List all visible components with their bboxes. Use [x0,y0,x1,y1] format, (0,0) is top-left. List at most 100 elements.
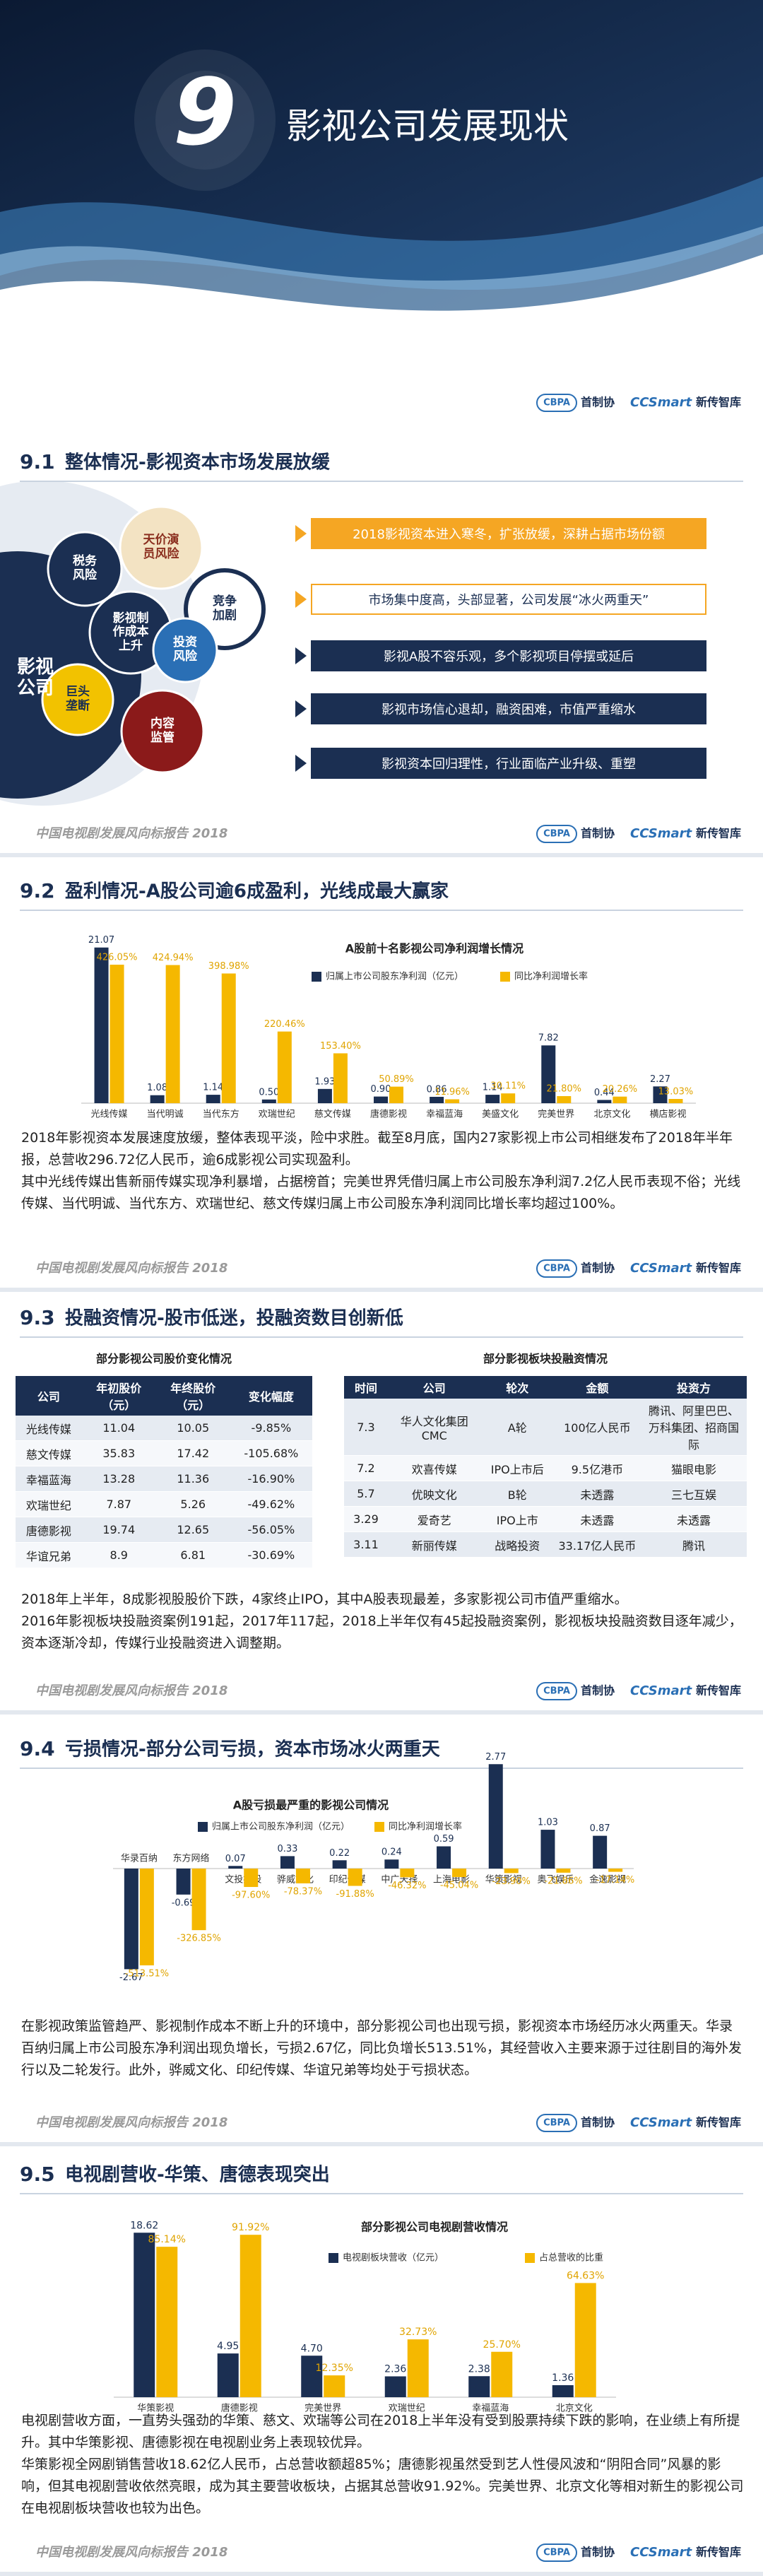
risk-circle [47,531,123,607]
section-number: 9.2 [20,879,55,902]
value-label: 0.87 [590,1823,610,1834]
risk-label: 巨头垄断 [66,685,90,713]
value-label: 4.70 [301,2343,323,2354]
table-cell: -49.62% [230,1491,312,1517]
risk-circle [120,689,205,774]
chart-title: A股亏损最严重的影视公司情况 [233,1799,389,1812]
bar [488,1764,503,1869]
x-tick-label: 金逸影视 [589,1874,626,1886]
value-label: 25.70% [483,2339,521,2351]
paragraph: 电视剧营收方面，一直势头强劲的华策、慈文、欢瑞等公司在2018上半年没有受到股票… [21,2413,740,2450]
value-label: 2.36 [384,2364,406,2375]
value-label: 0.22 [329,1848,350,1859]
value-label: 64.63% [567,2270,604,2281]
logo-cbpa: CBPA [543,1264,570,1274]
table-header-cell: 年终股价（元） [155,1376,230,1416]
risk-label: 内容监管 [150,717,175,745]
paragraph: 华策影视全网剧销售营收18.62亿人民币，占总营收额超85%；唐德影视虽然受到艺… [21,2457,744,2516]
logo-ccsmart: CCSmart [630,1683,693,1698]
logo-cbpa-name: 首制协 [581,1684,615,1698]
bar [504,1869,519,1874]
data-table: 时间 公司 轮次 金额 投资方 7.3 华人文化集团CMC A轮 100亿人民币 腾讯、阿里巴巴、… [344,1376,747,1558]
bar [384,2376,406,2397]
table-cell: 3.11 [344,1531,388,1558]
value-label: 4.95 [217,2341,239,2352]
table-cell: 战略投资 [480,1531,554,1558]
footer: 中国电视剧发展风向标报告 2018 [35,2545,227,2560]
table-cell: 幸福蓝海 [16,1466,82,1492]
x-tick-label: 奥飞娱乐 [537,1875,574,1886]
logo-cbpa: CBPA [543,398,570,408]
table-cell: -9.85% [230,1416,312,1441]
value-label: 398.98% [208,961,249,972]
value-label: 0.50 [259,1087,279,1098]
legend-label: 归属上市公司股东净利润（亿元） [212,1821,350,1833]
table-cell: 新丽传媒 [387,1531,481,1558]
table-cell: -16.90% [230,1466,312,1492]
x-tick-label: 北京文化 [556,2404,593,2414]
logo-badge [536,1259,577,1278]
value-label: 0.44 [594,1088,615,1098]
logo-ccsmart-name: 新传智库 [696,396,741,409]
paragraph: 2018年影视资本发展速度放缓，整体表现平淡，险中求胜。截至8月底，国内27家影… [21,1130,733,1168]
value-label: -326.85% [177,1934,221,1944]
value-label: -46.32% [388,1881,426,1891]
table-cell: 光线传媒 [16,1416,82,1441]
value-label: -23.90% [492,1876,531,1887]
footer: 中国电视剧发展风向标报告 2018 [35,826,227,841]
value-label: 7.82 [538,1033,559,1044]
table-header-row: 时间 公司 轮次 金额 投资方 [344,1376,747,1399]
logo-ccsmart-name: 新传智库 [696,827,741,840]
logo-badge [536,2114,577,2132]
value-label: 1.08 [147,1083,167,1093]
value-label: -17.14% [596,1875,634,1886]
point-box: 2018影视资本进入寒冬，扩张放缓，深耕占据市场份额 [311,518,706,549]
table-cell: 100亿人民币 [553,1399,641,1456]
table-cell: 11.04 [81,1416,156,1441]
logo-ccsmart-name: 新传智库 [696,2546,741,2559]
table-cell: 腾讯、阿里巴巴、万科集团、招商国际 [640,1399,747,1456]
point-arrow [295,591,307,608]
data-table: 公司 年初股价（元） 年终股价（元） 变化幅度 光线传媒 11.04 10.05 -9.85%… [16,1376,312,1568]
bar [491,2351,513,2397]
bar [574,2283,596,2397]
table-row: 唐德影视 19.74 12.65 -56.05% [16,1517,312,1543]
table-cell: IPO上市后 [480,1455,554,1481]
x-tick-label: 欢瑞世纪 [259,1110,295,1120]
paragraph-block: 2018年影视资本发展速度放缓，整体表现平淡，险中求胜。截至8月底，国内27家影… [21,1127,745,1215]
value-label: 1.93 [314,1076,335,1087]
bar [468,2376,490,2397]
value-label: 32.73% [399,2327,437,2338]
value-label: -45.04% [440,1881,478,1891]
bar [348,1869,362,1886]
section-number: 9.3 [20,1306,55,1329]
table-cell: 10.05 [155,1416,230,1441]
x-tick-label: 幸福蓝海 [426,1110,463,1120]
table-row: 3.11 新丽传媒 战略投资 33.17亿人民币 腾讯 [344,1531,747,1558]
section-title: 电视剧营收-华策、唐德表现突出 [65,2164,330,2186]
bar [165,965,180,1103]
table-cell: 8.9 [81,1542,156,1568]
value-label: 426.05% [97,953,138,963]
section-title: 亏损情况-部分公司亏损，资本市场冰火两重天 [65,1739,440,1760]
bar [541,1045,556,1103]
table-cell: 33.17亿人民币 [553,1531,641,1558]
logo-badge [536,394,577,412]
table-header-cell: 公司 [16,1376,82,1416]
bar [557,1095,572,1103]
x-tick-label: 唐德影视 [370,1109,407,1120]
bar [261,1099,276,1103]
header-decor [155,71,254,170]
bar [593,1835,608,1869]
risk-label: 投资风险 [173,635,197,664]
value-label: 424.94% [153,953,194,963]
legend-swatch [329,2253,338,2263]
table-cell: 17.42 [155,1440,230,1466]
point-box: 影视资本回归理性，行业面临产业升级、重塑 [311,748,706,779]
point-arrow [295,755,307,772]
table-cell: 7.2 [344,1455,388,1481]
table-cell: 欢瑞世纪 [16,1491,82,1517]
x-tick-label: 完美世界 [304,2404,341,2414]
legend-swatch [198,1822,208,1832]
